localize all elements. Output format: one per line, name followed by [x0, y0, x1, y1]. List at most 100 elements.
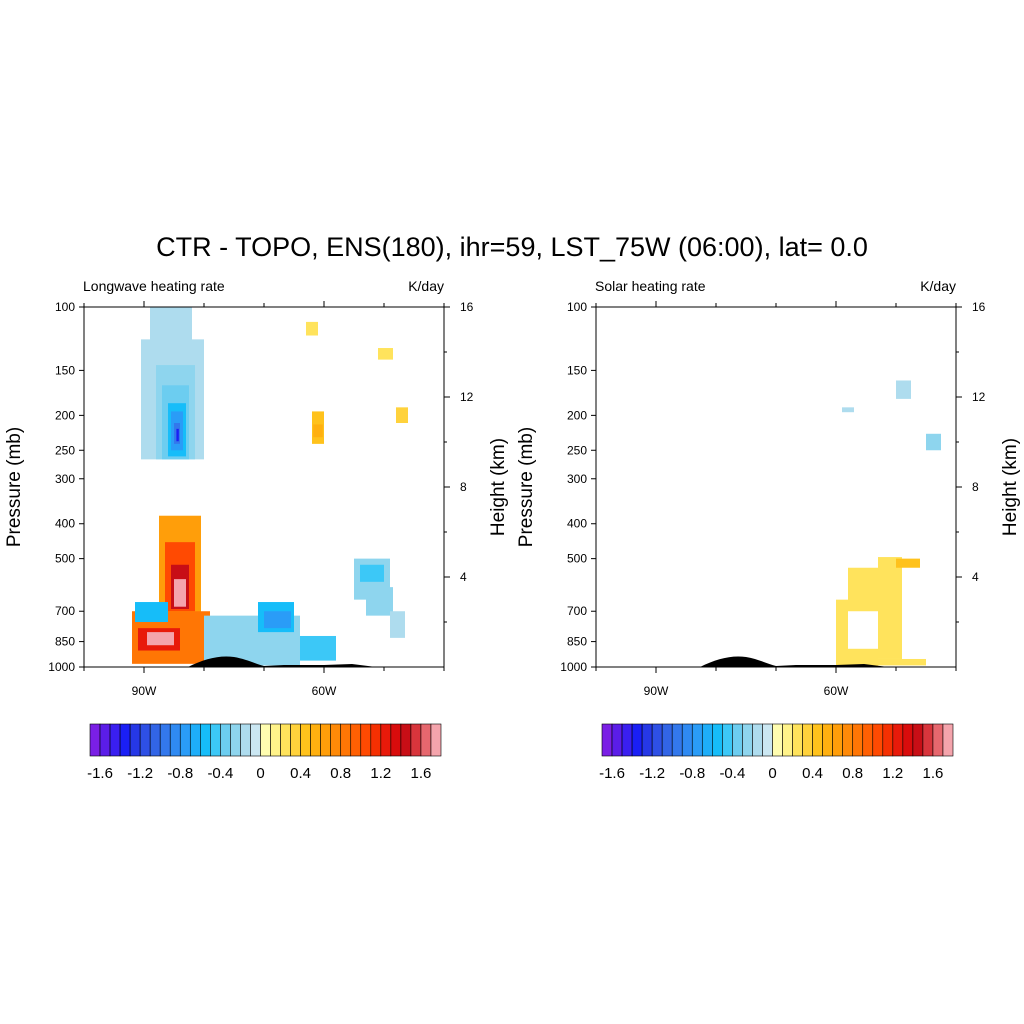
colorbar-swatch [691, 723, 703, 757]
colorbar-longwave: -1.6 -1.2 -0.8 -0.4 0 0.4 0.8 1.2 1.6 [87, 723, 442, 782]
y-tick-label: 850 [567, 635, 587, 649]
y-tick-label: 700 [55, 604, 75, 618]
colorbar-swatch [290, 723, 301, 757]
colorbar-swatch [681, 723, 693, 757]
colorbar-swatch [902, 723, 914, 757]
colorbar-swatch [852, 723, 864, 757]
field-patch [896, 558, 920, 568]
colorbar-swatch [109, 723, 121, 757]
longwave-plot: 100 150 200 250 300 400 500 700 850 1000 16 12 8 4 90W… [48, 300, 473, 698]
colorbar-swatch [712, 723, 723, 757]
field-patch [135, 602, 168, 623]
panel-longwave: 100 150 200 250 300 400 500 700 850 1000 16 12 8 4 90W… [4, 278, 509, 698]
longwave-title: Longwave heating rate [83, 278, 225, 294]
colorbar-swatch [210, 723, 221, 757]
field-patch [842, 407, 854, 413]
colorbar-swatch [139, 723, 151, 757]
field-patch [300, 635, 336, 661]
colorbar-swatch [782, 723, 793, 757]
field-patch [848, 567, 878, 612]
colorbar-tick-label: 0.4 [290, 765, 311, 782]
colorbar-swatch [340, 723, 352, 757]
y-tick-label: 1000 [560, 660, 587, 674]
solar-plot: 100 150 200 250 300 400 500 700 850 1000 16 12 8 4 90W… [560, 300, 985, 698]
colorbar-swatch [250, 723, 261, 757]
colorbar-swatch [732, 723, 743, 757]
colorbar-swatch [230, 723, 241, 757]
field-patch [174, 579, 186, 607]
y-tick-label: 100 [567, 300, 587, 314]
y-tick-label: 100 [55, 300, 75, 314]
field-patch [366, 587, 393, 616]
colorbar-swatch [722, 723, 733, 757]
colorbar-tick-label: 1.6 [923, 765, 944, 782]
colorbar-tick-label: 0 [768, 765, 776, 782]
colorbar-swatch [621, 723, 633, 757]
topography-silhouette [188, 656, 376, 667]
colorbar-tick-label: -0.4 [719, 765, 745, 782]
y-tick-label: 200 [55, 408, 75, 422]
colorbar-swatch [792, 723, 803, 757]
colorbar-swatch [631, 723, 643, 757]
colorbar-swatch [892, 723, 904, 757]
colorbar-swatch [179, 723, 191, 757]
colorbar-swatch [822, 723, 833, 757]
field-patch [878, 658, 926, 666]
colorbar-swatch [922, 723, 934, 757]
y-tick-label: 300 [567, 472, 587, 486]
colorbar-swatch [400, 723, 412, 757]
y-tick-label: 400 [55, 517, 75, 531]
colorbar-swatch [310, 723, 321, 757]
colorbar-solar: -1.6 -1.2 -0.8 -0.4 0 0.4 0.8 1.2 1.6 [599, 723, 954, 782]
field-patch [836, 599, 848, 667]
field-patch [878, 557, 902, 659]
field-patch [264, 611, 291, 629]
colorbar-swatch [812, 723, 823, 757]
field-patch [378, 348, 393, 360]
colorbar-swatch [762, 723, 773, 757]
colorbar-swatch [260, 723, 271, 757]
field-patch [396, 407, 408, 423]
colorbar-tick-label: 0.4 [802, 765, 823, 782]
colorbar-swatch [169, 723, 181, 757]
colorbar-swatch [420, 723, 432, 757]
colorbar-tick-label: 1.2 [882, 765, 903, 782]
colorbar-swatch [380, 723, 392, 757]
solar-title: Solar heating rate [595, 278, 706, 294]
colorbar-swatch [882, 723, 894, 757]
colorbar-tick-label: -1.6 [599, 765, 625, 782]
colorbar-swatch [601, 723, 613, 757]
colorbar-tick-label: 0.8 [330, 765, 351, 782]
y-right-tick-label: 4 [972, 570, 979, 584]
longwave-ylabel: Pressure (mb) [4, 427, 25, 547]
colorbar-swatch [410, 723, 422, 757]
solar-ylabel: Pressure (mb) [516, 427, 537, 547]
colorbar-swatch [370, 723, 382, 757]
colorbar-tick-label: -0.8 [679, 765, 705, 782]
colorbar-swatch [189, 723, 201, 757]
colorbar-swatch [701, 723, 713, 757]
colorbar-swatch [661, 723, 673, 757]
colorbar-swatch [772, 723, 783, 757]
y-right-tick-label: 16 [972, 300, 986, 314]
x-tick-label: 90W [644, 684, 669, 698]
colorbar-tick-label: 0.8 [842, 765, 863, 782]
y-tick-label: 500 [567, 552, 587, 566]
y-right-tick-label: 8 [972, 480, 979, 494]
colorbar-tick-label: -0.8 [167, 765, 193, 782]
field-patch [313, 424, 323, 438]
colorbar-swatch [390, 723, 402, 757]
field-patch [848, 648, 878, 667]
colorbar-tick-label: 1.6 [411, 765, 432, 782]
solar-ylabel-right: Height (km) [1000, 438, 1021, 536]
x-tick-label: 60W [824, 684, 849, 698]
colorbar-swatch [350, 723, 362, 757]
y-right-tick-label: 16 [460, 300, 474, 314]
field-patch [926, 433, 941, 451]
y-right-tick-label: 4 [460, 570, 467, 584]
colorbar-swatch [159, 723, 171, 757]
y-tick-label: 700 [567, 604, 587, 618]
colorbar-swatch [802, 723, 813, 757]
field-patch [147, 632, 174, 646]
